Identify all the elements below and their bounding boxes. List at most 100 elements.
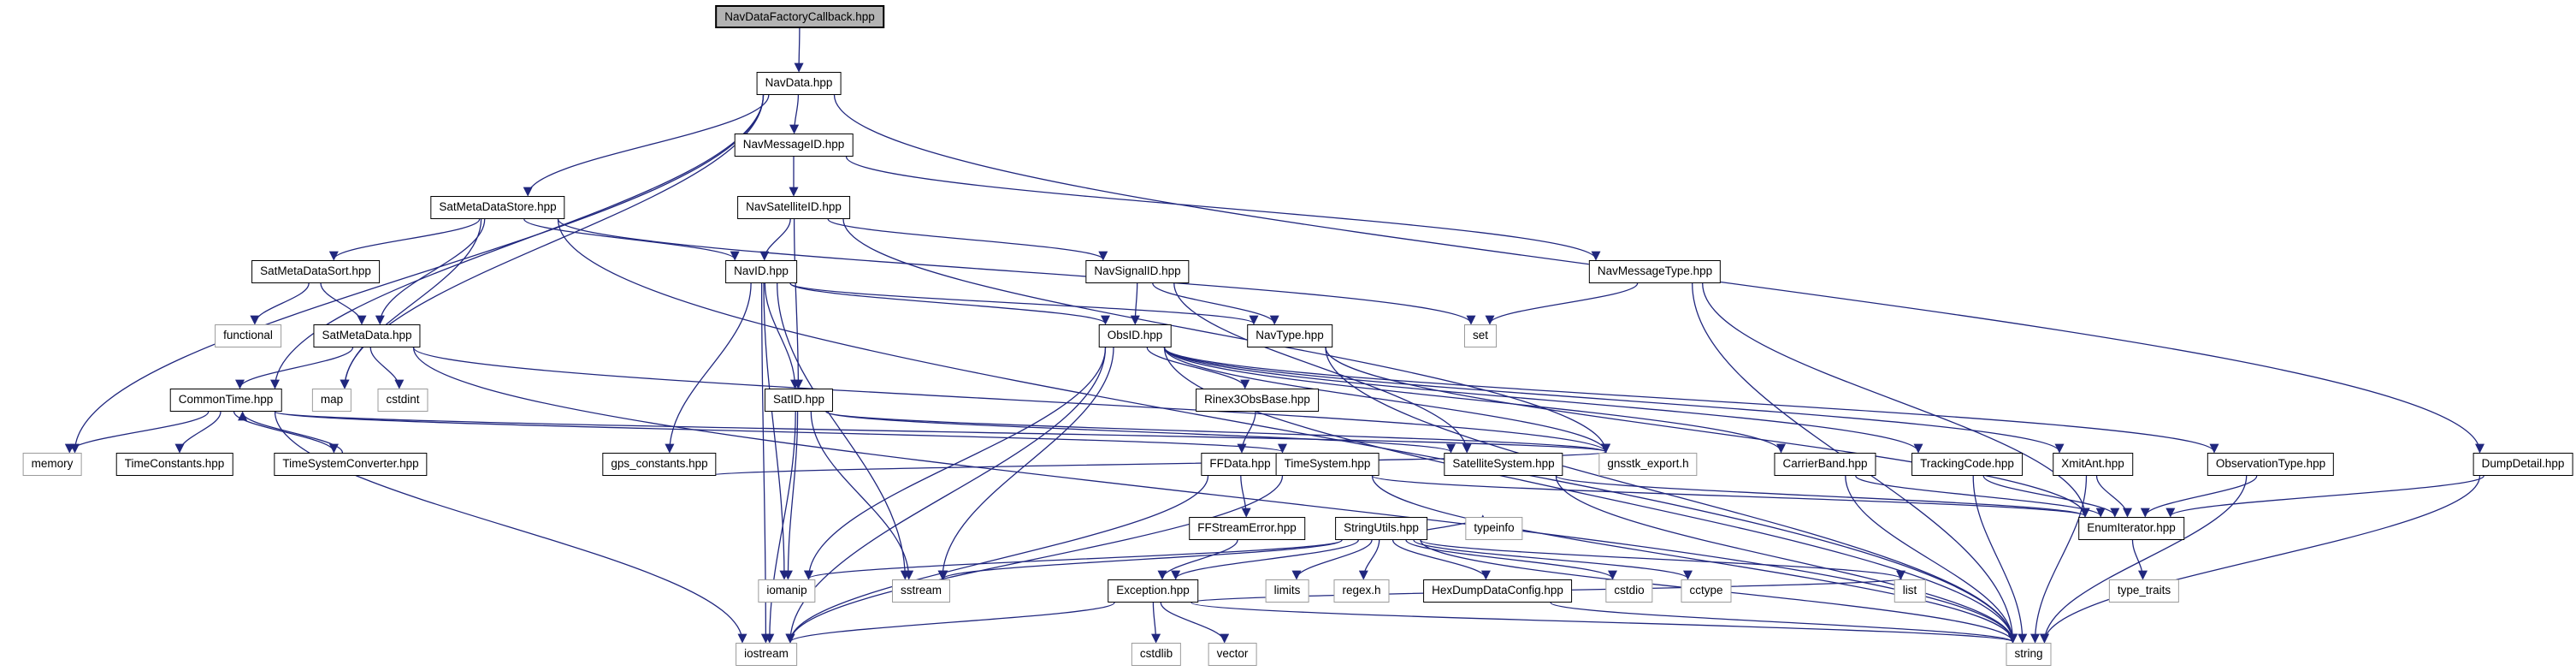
node-memory: memory: [22, 453, 82, 476]
edge-TrackingCodehpp-to-EnumIteratorhpp: [1982, 475, 2120, 518]
edge-NavSatelliteIDhpp-to-gnsstkexporth: [842, 218, 1610, 454]
node-satid-hpp[interactable]: SatID.hpp: [764, 389, 834, 412]
node-ffdata-hpp[interactable]: FFData.hpp: [1201, 453, 1279, 476]
edge-SatIDhpp-to-gnsstkexporth: [825, 411, 1610, 454]
node-commontime-hpp[interactable]: CommonTime.hpp: [169, 389, 282, 412]
node-xmitant-hpp[interactable]: XmitAnt.hpp: [2053, 453, 2133, 476]
edge-StringUtilshpp-to-iomanip: [804, 539, 1343, 580]
edge-XmitAnthpp-to-string: [2029, 475, 2088, 644]
edge-StringUtilshpp-to-cstdio: [1405, 539, 1617, 580]
edge-NavTypehpp-to-string: [1325, 347, 2018, 644]
node-obsid-hpp[interactable]: ObsID.hpp: [1098, 324, 1172, 347]
edge-FFDatahpp-to-iostream: [785, 475, 1209, 644]
node-navmessagetype-hpp[interactable]: NavMessageType.hpp: [1588, 260, 1722, 283]
edge-CommonTimehpp-to-gnsstkexporth: [274, 411, 1610, 454]
node-navtype-hpp[interactable]: NavType.hpp: [1247, 324, 1332, 347]
node-cstdlib: cstdlib: [1131, 643, 1182, 666]
node-navmessageid-hpp[interactable]: NavMessageID.hpp: [734, 134, 854, 157]
node-trackingcode-hpp[interactable]: TrackingCode.hpp: [1911, 453, 2023, 476]
edge-StringUtilshpp-to-list: [1420, 539, 1905, 580]
edge-NavSatelliteIDhpp-to-NavSignalIDhpp: [827, 218, 1108, 261]
node-navsatelliteid-hpp[interactable]: NavSatelliteID.hpp: [737, 196, 850, 219]
edge-StringUtilshpp-to-sstream: [938, 539, 1343, 580]
edge-SatMetaDataStorehpp-to-NavIDhpp: [523, 218, 740, 261]
edge-NavSatelliteIDhpp-to-SatIDhpp: [793, 218, 803, 389]
edge-SatIDhpp-to-iomanip: [783, 411, 799, 580]
node-regex-h: regex.h: [1333, 579, 1390, 603]
edge-Exceptionhpp-to-cstdlib: [1151, 602, 1161, 644]
node-type-traits: type_traits: [2108, 579, 2180, 603]
edge-Rinex3ObsBasehpp-to-FFDatahpp: [1237, 411, 1256, 454]
node-carrierband-hpp[interactable]: CarrierBand.hpp: [1774, 453, 1876, 476]
edge-NavMessageIDhpp-to-NavMessageTypehpp: [845, 156, 1601, 261]
node-hexdumpdataconfig-hpp[interactable]: HexDumpDataConfig.hpp: [1423, 579, 1572, 603]
node-dumpdetail-hpp[interactable]: DumpDetail.hpp: [2473, 453, 2573, 476]
edge-SatIDhpp-to-sstream: [810, 411, 914, 580]
node-navdatafactorycallback-hpp: NavDataFactoryCallback.hpp: [715, 5, 884, 28]
node-satmetadatasort-hpp[interactable]: SatMetaDataSort.hpp: [251, 260, 380, 283]
node-timesystem-hpp[interactable]: TimeSystem.hpp: [1275, 453, 1380, 476]
node-sstream: sstream: [891, 579, 951, 603]
edge-DumpDetailhpp-to-EnumIteratorhpp: [2165, 475, 2484, 518]
edge-TimeSystemhpp-to-iostream: [785, 475, 1284, 644]
edge-NavTypehpp-to-EnumIteratorhpp: [1325, 347, 2090, 518]
node-exception-hpp[interactable]: Exception.hpp: [1108, 579, 1198, 603]
node-gps-constants-hpp[interactable]: gps_constants.hpp: [602, 453, 717, 476]
node-navsignalid-hpp[interactable]: NavSignalID.hpp: [1085, 260, 1190, 283]
edge-ObsIDhpp-to-gnsstkexporth: [1163, 347, 1610, 454]
node-map: map: [311, 389, 352, 412]
node-navdata-hpp[interactable]: NavData.hpp: [756, 72, 842, 95]
edge-Exceptionhpp-to-iostream: [785, 602, 1115, 644]
node-observationtype-hpp[interactable]: ObservationType.hpp: [2207, 453, 2335, 476]
edge-CommonTimehpp-to-TimeSystemhpp: [274, 411, 1287, 454]
node-timeconstants-hpp[interactable]: TimeConstants.hpp: [115, 453, 233, 476]
node-functional: functional: [215, 324, 281, 347]
edge-ObsIDhpp-to-sstream: [937, 347, 1114, 580]
edge-SatIDhpp-to-SatelliteSystemhpp: [825, 411, 1456, 454]
edge-StringUtilshpp-to-limits: [1291, 539, 1373, 580]
edge-StringUtilshpp-to-regexh: [1358, 539, 1380, 580]
edge-SatelliteSystemhpp-to-EnumIteratorhpp: [1555, 475, 2090, 518]
edge-SatMetaDatahpp-to-cstdint: [369, 347, 405, 389]
node-stringutils-hpp[interactable]: StringUtils.hpp: [1335, 517, 1427, 540]
edge-NavIDhpp-to-iomanip: [763, 282, 789, 580]
edge-SatMetaDatahpp-to-gnsstkexporth: [412, 347, 1610, 454]
edge-NavIDhpp-to-ObsIDhpp: [789, 282, 1110, 325]
edge-CarrierBandhpp-to-string: [1845, 475, 2018, 644]
node-string: string: [2006, 643, 2052, 666]
node-iostream: iostream: [736, 643, 797, 666]
edge-NavIDhpp-to-gpsconstantshpp: [665, 282, 752, 454]
node-iomanip: iomanip: [758, 579, 816, 603]
node-cctype: cctype: [1681, 579, 1732, 603]
node-satellitesystem-hpp[interactable]: SatelliteSystem.hpp: [1444, 453, 1563, 476]
edge-CommonTimehpp-to-TimeConstantshpp: [174, 411, 222, 454]
edge-ObsIDhpp-to-XmitAnthpp: [1163, 347, 2065, 454]
edge-SatMetaDataStorehpp-to-map: [340, 218, 482, 389]
edge-ObsIDhpp-to-ObservationTypehpp: [1163, 347, 2219, 454]
node-navid-hpp[interactable]: NavID.hpp: [725, 260, 797, 283]
edge-TimeSystemConverterhpp-to-CommonTimehpp: [238, 411, 344, 454]
node-satmetadatastore-hpp[interactable]: SatMetaDataStore.hpp: [430, 196, 565, 219]
edge-NavDatahpp-to-SatMetaDataStorehpp: [523, 94, 770, 197]
node-satmetadata-hpp[interactable]: SatMetaData.hpp: [313, 324, 421, 347]
edge-SatMetaDatahpp-to-CommonTimehpp: [235, 347, 354, 389]
edge-StringUtilshpp-to-cctype: [1413, 539, 1693, 580]
node-enumiterator-hpp[interactable]: EnumIterator.hpp: [2078, 517, 2184, 540]
edge-ObservationTypehpp-to-EnumIteratorhpp: [2140, 475, 2258, 518]
edge-ObsIDhpp-to-Rinex3ObsBasehpp: [1146, 347, 1250, 389]
edge-NavSignalIDhpp-to-ObsIDhpp: [1130, 282, 1140, 325]
edge-ObservationTypehpp-to-string: [2040, 475, 2248, 644]
edge-CommonTimehpp-to-memory: [64, 411, 210, 454]
node-set: set: [1463, 324, 1498, 347]
edge-ObsIDhpp-to-TrackingCodehpp: [1163, 347, 1923, 454]
edge-ObsIDhpp-to-CarrierBandhpp: [1163, 347, 1786, 454]
node-rinex3obsbase-hpp[interactable]: Rinex3ObsBase.hpp: [1196, 389, 1319, 412]
edge-XmitAnthpp-to-EnumIteratorhpp: [2095, 475, 2133, 518]
node-ffstreamerror-hpp[interactable]: FFStreamError.hpp: [1189, 517, 1305, 540]
node-timesystemconverter-hpp[interactable]: TimeSystemConverter.hpp: [274, 453, 428, 476]
edge-HexDumpDataConfighpp-to-string: [1550, 602, 2018, 644]
edge-SatMetaDataStorehpp-to-string: [557, 218, 2018, 644]
node-cstdio: cstdio: [1605, 579, 1653, 603]
edge-NavMessageTypehpp-to-EnumIteratorhpp: [1702, 282, 2090, 518]
